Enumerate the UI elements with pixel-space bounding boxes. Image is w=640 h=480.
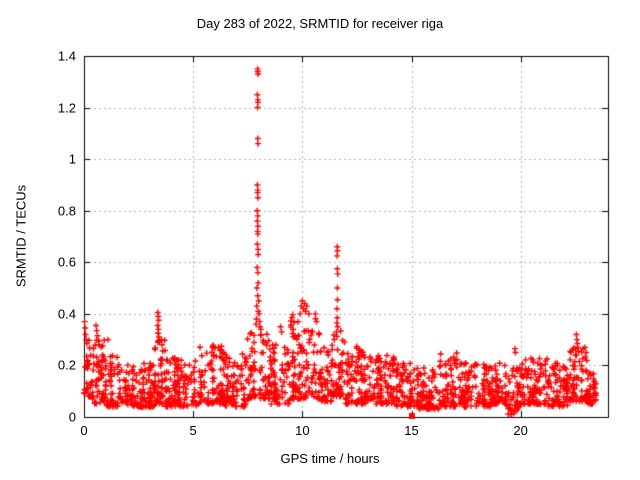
y-tick-label: 1 <box>68 151 76 167</box>
x-tick-label: 20 <box>513 423 528 438</box>
y-tick-label: 0.4 <box>57 306 76 322</box>
x-tick-label: 5 <box>189 423 197 438</box>
x-tick-label: 10 <box>295 423 310 438</box>
y-tick-label: 0 <box>68 409 76 425</box>
chart-title: Day 283 of 2022, SRMTID for receiver rig… <box>196 16 444 31</box>
y-axis-label: SRMTID / TECUs <box>13 184 29 288</box>
y-tick-label: 0.8 <box>57 203 76 219</box>
y-tick-label: 1.2 <box>57 100 76 116</box>
y-tick-label: 1.4 <box>57 48 76 64</box>
x-tick-label: 15 <box>404 423 419 438</box>
x-tick-label: 0 <box>80 423 88 438</box>
x-axis-label: GPS time / hours <box>280 451 380 466</box>
y-tick-label: 0.6 <box>57 254 76 270</box>
y-tick-label: 0.2 <box>57 357 76 373</box>
